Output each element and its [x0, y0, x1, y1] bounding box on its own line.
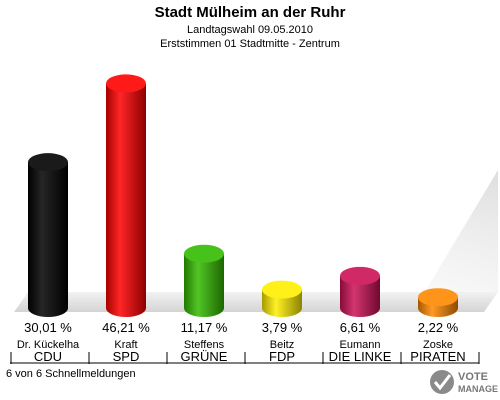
bar-cdu — [28, 153, 68, 317]
value-label: 3,79 % — [262, 320, 303, 335]
bar-body — [28, 162, 68, 317]
value-label: 2,22 % — [418, 320, 459, 335]
candidate-label: Beitz — [270, 339, 294, 351]
value-label: 11,17 % — [181, 320, 228, 335]
report-status: 6 von 6 Schnellmeldungen — [6, 368, 136, 380]
chart-subtitle-district: Erststimmen 01 Stadtmitte - Zentrum — [160, 38, 340, 50]
candidate-label: Steffens — [184, 339, 225, 351]
party-label: SPD — [113, 349, 140, 364]
bar-spd — [106, 74, 146, 317]
candidate-label: Dr. Kückelha — [17, 339, 80, 351]
value-label: 30,01 % — [24, 320, 72, 335]
party-label: GRÜNE — [181, 349, 228, 364]
logo-text-manager: MANAGER — [458, 384, 498, 394]
candidate-label: Eumann — [340, 339, 381, 351]
bar-top — [340, 266, 380, 285]
bar-top — [418, 288, 458, 307]
party-label: CDU — [34, 349, 62, 364]
bar-body — [106, 83, 146, 317]
logo-text-vote: VOTE — [458, 371, 488, 383]
bar-grüne — [184, 244, 224, 317]
bar-top — [262, 280, 302, 299]
bar-top — [28, 153, 68, 172]
bar-fdp — [262, 280, 302, 317]
bar-body — [184, 253, 224, 317]
votemanager-logo: VOTE MANAGER — [430, 370, 498, 394]
party-label: FDP — [269, 349, 295, 364]
party-label: PIRATEN — [410, 349, 465, 364]
bar-top — [106, 74, 146, 93]
candidate-label: Kraft — [114, 339, 137, 351]
chart-title: Stadt Mülheim an der Ruhr — [154, 4, 346, 21]
value-label: 6,61 % — [340, 320, 381, 335]
bar-body — [340, 275, 380, 317]
bar-piraten — [418, 288, 458, 317]
candidate-label: Zoske — [423, 339, 453, 351]
chart-subtitle-election: Landtagswahl 09.05.2010 — [187, 24, 313, 36]
bar-die-linke — [340, 266, 380, 317]
value-label: 46,21 % — [102, 320, 150, 335]
party-label: DIE LINKE — [329, 349, 392, 364]
chart-backdrop-shadow — [120, 170, 498, 300]
bar-top — [184, 244, 224, 263]
